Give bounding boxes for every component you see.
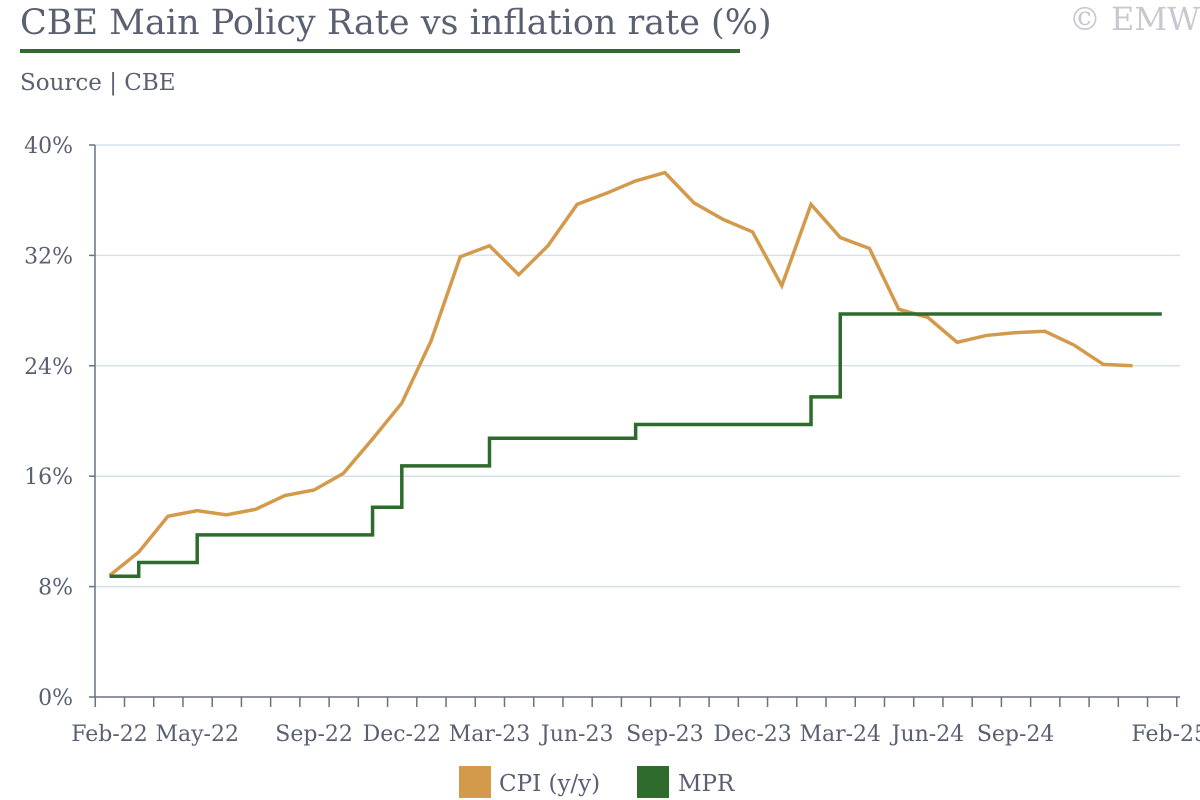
series-line-cpi <box>108 170 1133 577</box>
x-tick-label: Feb-22 <box>71 722 148 747</box>
chart-subtitle: Source | CBE <box>20 70 176 96</box>
y-tick-label: 0% <box>38 686 73 711</box>
legend: CPI (y/y) MPR <box>459 766 735 798</box>
series-line-mpr <box>109 312 1162 578</box>
x-tick-label: Feb-25 <box>1131 722 1200 747</box>
y-tick-label: 40% <box>24 134 73 159</box>
title-underline <box>20 49 740 53</box>
y-tick-label: 8% <box>38 576 73 601</box>
x-tick-label: Jun-23 <box>539 722 614 747</box>
y-axis: 0% 8% 16% 24% 32% 40% <box>24 134 96 711</box>
x-tick-label: Sep-22 <box>275 722 353 747</box>
x-tick-label: Jun-24 <box>890 722 965 747</box>
x-tick-label: Mar-23 <box>449 722 531 747</box>
legend-label-cpi: CPI (y/y) <box>499 771 600 797</box>
x-tick-label: Sep-24 <box>977 722 1055 747</box>
x-tick-label: Mar-24 <box>799 722 881 747</box>
y-tick-label: 32% <box>24 244 73 269</box>
x-tick-label: Dec-22 <box>363 722 441 747</box>
chart-title: CBE Main Policy Rate vs inflation rate (… <box>20 3 772 43</box>
legend-label-mpr: MPR <box>678 771 735 797</box>
x-tick-label: Dec-23 <box>713 722 791 747</box>
x-tick-label: May-22 <box>155 722 239 747</box>
gridlines <box>95 144 1180 588</box>
plot-area <box>108 170 1162 578</box>
x-tick-label: Sep-23 <box>626 722 704 747</box>
legend-swatch-mpr <box>637 766 669 798</box>
x-axis: Feb-22 May-22 Sep-22 Dec-22 Mar-23 Jun-23 Sep-… <box>71 696 1200 747</box>
legend-swatch-cpi <box>459 766 491 798</box>
y-tick-label: 24% <box>24 355 73 380</box>
watermark: © EMW <box>1069 0 1200 38</box>
y-tick-label: 16% <box>24 465 73 490</box>
